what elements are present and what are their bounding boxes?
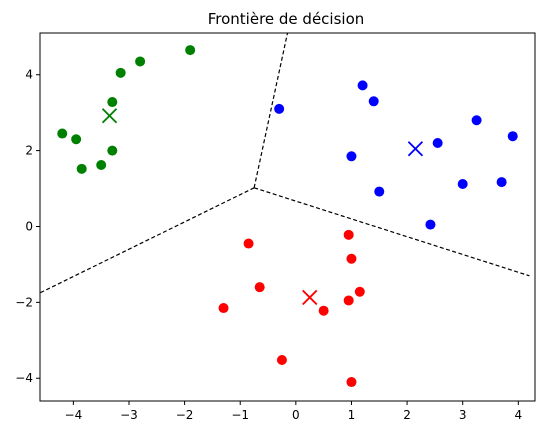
- boundary-line: [253, 187, 530, 277]
- data-point: [243, 238, 254, 249]
- data-point: [76, 163, 87, 174]
- x-tick-label: 1: [348, 408, 356, 422]
- y-tick-label: 4: [25, 68, 33, 82]
- centroid-markers: [101, 108, 424, 306]
- data-point: [346, 377, 357, 388]
- decision-boundaries: [39, 32, 530, 294]
- data-point: [346, 253, 357, 264]
- x-tick-label: −3: [120, 408, 138, 422]
- data-point: [471, 115, 482, 126]
- data-point: [57, 128, 68, 139]
- boundary-line: [39, 187, 255, 294]
- data-point: [318, 305, 329, 316]
- data-point: [254, 282, 265, 293]
- data-point: [115, 67, 126, 78]
- chart-title: Frontière de décision: [208, 10, 365, 28]
- data-point: [274, 103, 285, 114]
- x-tick-label: 0: [292, 408, 300, 422]
- y-tick-label: 2: [25, 144, 33, 158]
- x-tick-label: 4: [514, 408, 522, 422]
- x-tick-label: 3: [459, 408, 467, 422]
- centroid-marker: [407, 141, 424, 157]
- data-point: [218, 303, 229, 314]
- data-point: [507, 131, 518, 142]
- data-point: [71, 134, 82, 145]
- data-point: [185, 45, 196, 56]
- data-points: [57, 45, 518, 388]
- data-point: [107, 145, 118, 156]
- data-point: [135, 56, 146, 67]
- centroid-marker: [101, 108, 118, 124]
- y-axis-ticks: −4 −2 0 2 4: [15, 68, 40, 385]
- data-point: [343, 295, 354, 306]
- data-point: [496, 177, 507, 188]
- data-point: [368, 96, 379, 107]
- data-point: [457, 178, 468, 189]
- data-point: [425, 219, 436, 230]
- x-tick-label: 2: [403, 408, 411, 422]
- plot-area-frame: [39, 32, 536, 402]
- data-point: [354, 286, 365, 297]
- data-point: [346, 151, 357, 162]
- boundary-line: [253, 32, 289, 188]
- data-point: [96, 160, 107, 171]
- x-tick-label: −2: [176, 408, 194, 422]
- y-tick-label: −4: [15, 371, 33, 385]
- x-axis-ticks: −4 −3 −2 −1 0 1 2 3 4: [65, 401, 522, 422]
- data-point: [357, 80, 368, 91]
- data-point: [343, 229, 354, 240]
- y-tick-label: 0: [25, 219, 33, 233]
- x-tick-label: −4: [65, 408, 83, 422]
- centroid-marker: [302, 289, 318, 306]
- data-point: [374, 186, 385, 197]
- data-point: [276, 355, 287, 366]
- x-tick-label: −1: [231, 408, 249, 422]
- y-tick-label: −2: [15, 295, 33, 309]
- data-point: [107, 97, 118, 108]
- data-point: [432, 138, 443, 149]
